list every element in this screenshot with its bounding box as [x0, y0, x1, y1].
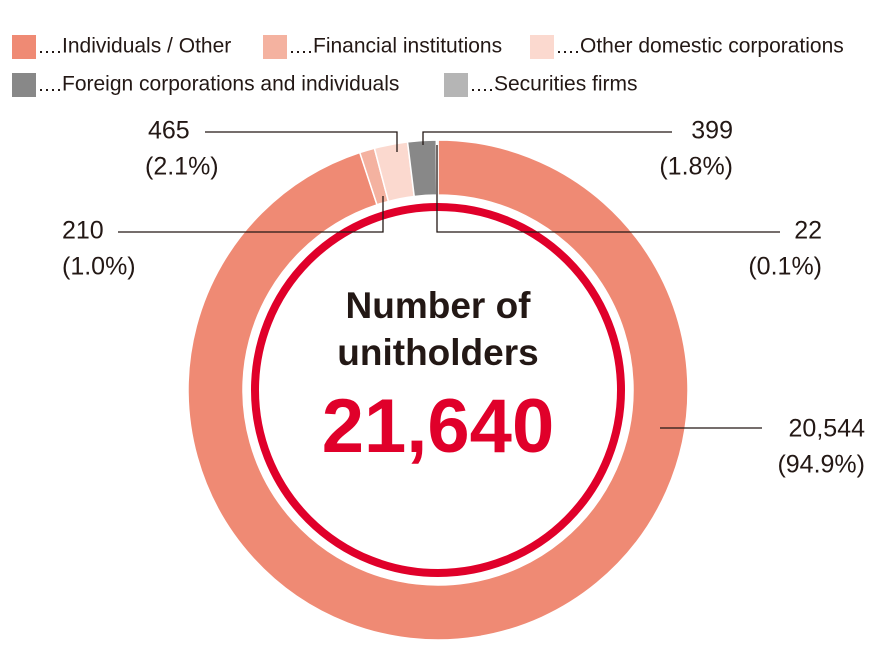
- legend-swatch: [444, 73, 468, 97]
- legend: Individuals / Other Financial institution…: [12, 35, 844, 97]
- percent-label: (2.1%): [145, 153, 219, 181]
- center-title: unitholders: [337, 332, 538, 373]
- donut: Number of unitholders 21,640: [187, 139, 689, 641]
- value-label: 20,544: [789, 415, 866, 443]
- percent-label: (94.9%): [777, 451, 865, 479]
- percent-label: (0.1%): [748, 253, 822, 281]
- value-label: 22: [794, 217, 822, 245]
- value-label: 210: [62, 217, 104, 245]
- leader-line: [422, 131, 672, 145]
- value-label: 399: [691, 117, 733, 145]
- legend-label: Foreign corporations and individuals: [62, 73, 399, 96]
- percent-label: (1.8%): [659, 153, 733, 181]
- legend-swatch: [12, 73, 36, 97]
- center-ring: [251, 203, 625, 577]
- value-label: 465: [148, 117, 190, 145]
- leader-line: [205, 131, 398, 152]
- donut-segment: [187, 139, 689, 641]
- leader-line: [118, 196, 384, 233]
- legend-swatch: [530, 35, 554, 59]
- percent-label: (1.0%): [62, 253, 136, 281]
- center-title: Number of: [346, 285, 532, 326]
- legend-swatch: [12, 35, 36, 59]
- total-value: 21,640: [322, 384, 554, 469]
- legend-label: Financial institutions: [313, 35, 502, 58]
- legend-label: Other domestic corporations: [580, 35, 844, 58]
- legend-swatch: [263, 35, 287, 59]
- legend-label: Individuals / Other: [62, 35, 231, 58]
- data-labels: 20,544 (94.9%) 210 (1.0%) 465 (2.1%) 399 (1.8%)…: [62, 117, 865, 479]
- legend-label: Securities firms: [494, 73, 638, 96]
- leader-line: [436, 145, 780, 233]
